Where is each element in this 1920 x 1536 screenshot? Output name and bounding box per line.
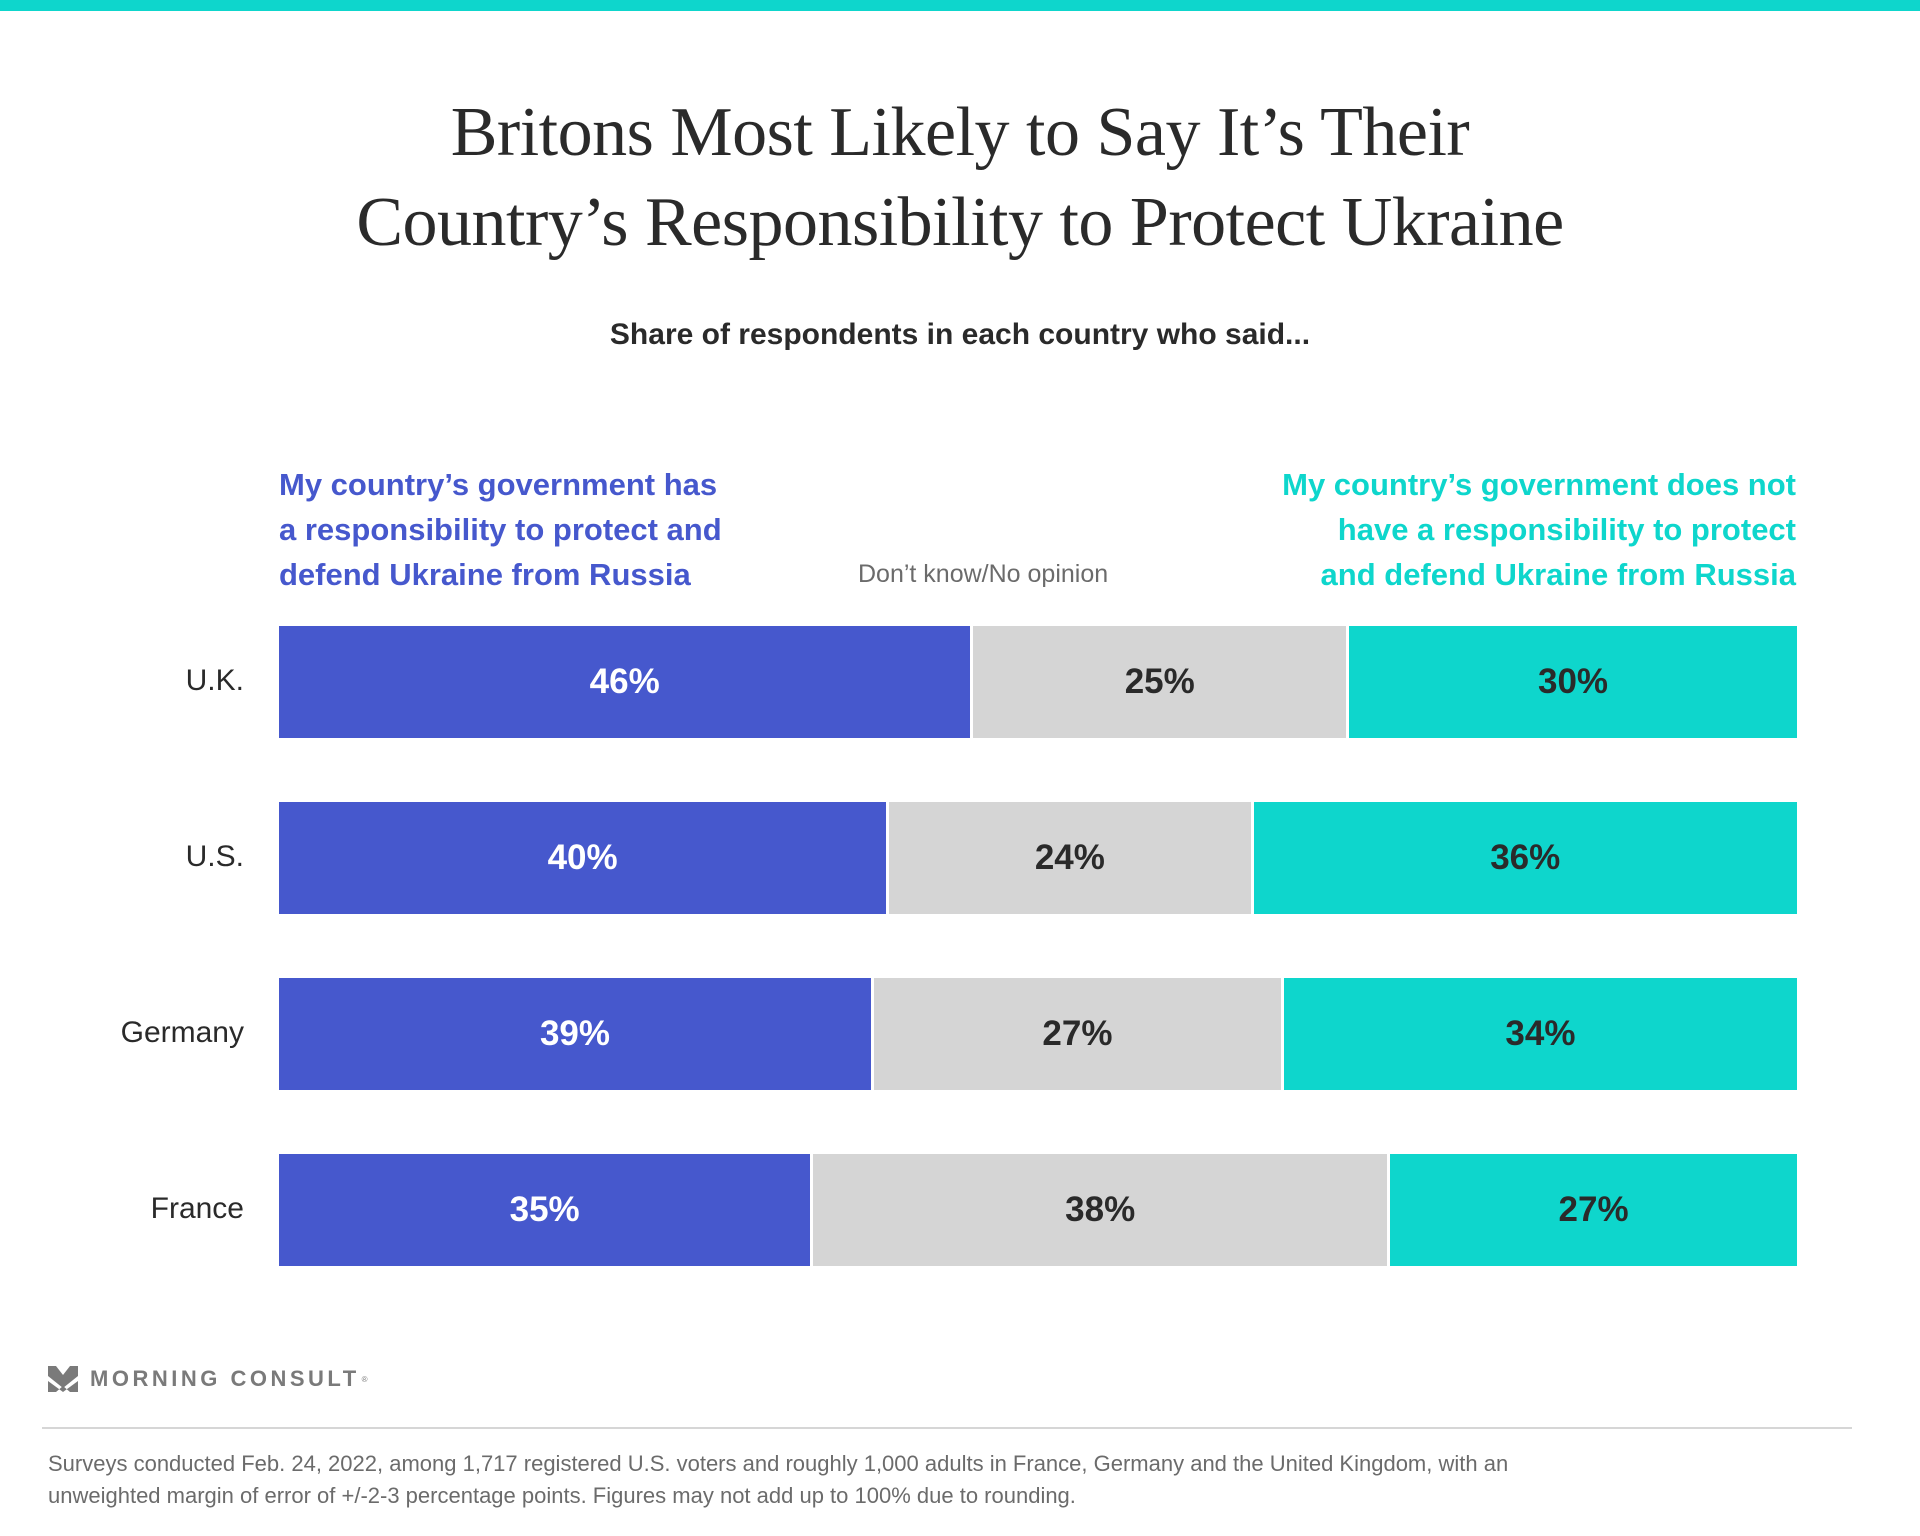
top-accent-band (0, 0, 1920, 11)
legend-yes-line-1: My country’s government has (279, 467, 718, 502)
bar-segment-yes: 40% (279, 802, 887, 914)
bar-segment-yes: 46% (279, 626, 971, 738)
morning-consult-logo: MORNING CONSULT ® (48, 1366, 368, 1392)
data-label: 40% (547, 838, 618, 877)
legend-dont-know: Don’t know/No opinion (858, 560, 1109, 588)
chart-title-line-2: Country’s Responsibility to Protect Ukra… (356, 184, 1564, 261)
bar-segment-dk: 25% (970, 626, 1347, 738)
bar-segment-yes: 39% (279, 978, 872, 1090)
legend-no-line-2: have a responsibility to protect (1337, 512, 1796, 547)
morning-consult-chevron-icon (48, 1366, 78, 1392)
data-label: 46% (589, 662, 660, 701)
bar-segment-no: 36% (1250, 802, 1797, 914)
data-label: 39% (539, 1014, 611, 1053)
bar-row: 35% 38% 27% (279, 1154, 1797, 1266)
bar-segment-no: 30% (1346, 626, 1797, 738)
bar-segment-dk: 38% (810, 1154, 1388, 1266)
footnote: Surveys conducted Feb. 24, 2022, among 1… (48, 1448, 1868, 1512)
logo-registered-mark: ® (361, 1374, 368, 1384)
data-label: 25% (1124, 662, 1195, 701)
country-label: France (150, 1192, 244, 1225)
bar-segment-no: 34% (1280, 978, 1797, 1090)
chart-subtitle: Share of respondents in each country who… (609, 318, 1311, 351)
data-label: 34% (1505, 1014, 1576, 1053)
data-label: 27% (1042, 1014, 1113, 1053)
footnote-line-1: Surveys conducted Feb. 24, 2022, among 1… (48, 1451, 1509, 1476)
bar-segment-dk: 27% (871, 978, 1281, 1090)
chart-title: Britons Most Likely to Say It’s Their Co… (0, 88, 1920, 268)
bar-segment-yes: 35% (279, 1154, 811, 1266)
footnote-line-2: unweighted margin of error of +/-2-3 per… (48, 1483, 1076, 1508)
country-label: Germany (120, 1016, 244, 1049)
bar-segment-no: 27% (1387, 1154, 1797, 1266)
legend-no: My country’s government does not have a … (1196, 462, 1796, 597)
bar-row: 39% 27% 34% (279, 978, 1797, 1090)
logo-text: MORNING CONSULT (90, 1366, 360, 1391)
bar-row: 40% 24% 36% (279, 802, 1797, 914)
country-label: U.S. (185, 840, 244, 873)
data-label: 38% (1065, 1190, 1136, 1229)
data-label: 30% (1538, 662, 1609, 701)
data-label: 27% (1558, 1190, 1629, 1229)
legend-no-line-1: My country’s government does not (1282, 467, 1796, 502)
data-label: 35% (509, 1190, 580, 1229)
legend-yes-line-2: a responsibility to protect and (279, 512, 722, 547)
footer-divider (42, 1427, 1852, 1429)
legend-yes-line-3: defend Ukraine from Russia (279, 557, 691, 592)
bar-row: 46% 25% 30% (279, 626, 1797, 738)
chart-title-line-1: Britons Most Likely to Say It’s Their (450, 94, 1470, 171)
legend-no-line-3: and defend Ukraine from Russia (1320, 557, 1796, 592)
legend-yes: My country’s government has a responsibi… (279, 462, 839, 597)
data-label: 24% (1034, 838, 1105, 877)
country-label: U.K. (185, 664, 244, 697)
data-label: 36% (1490, 838, 1561, 877)
bar-segment-dk: 24% (886, 802, 1251, 914)
